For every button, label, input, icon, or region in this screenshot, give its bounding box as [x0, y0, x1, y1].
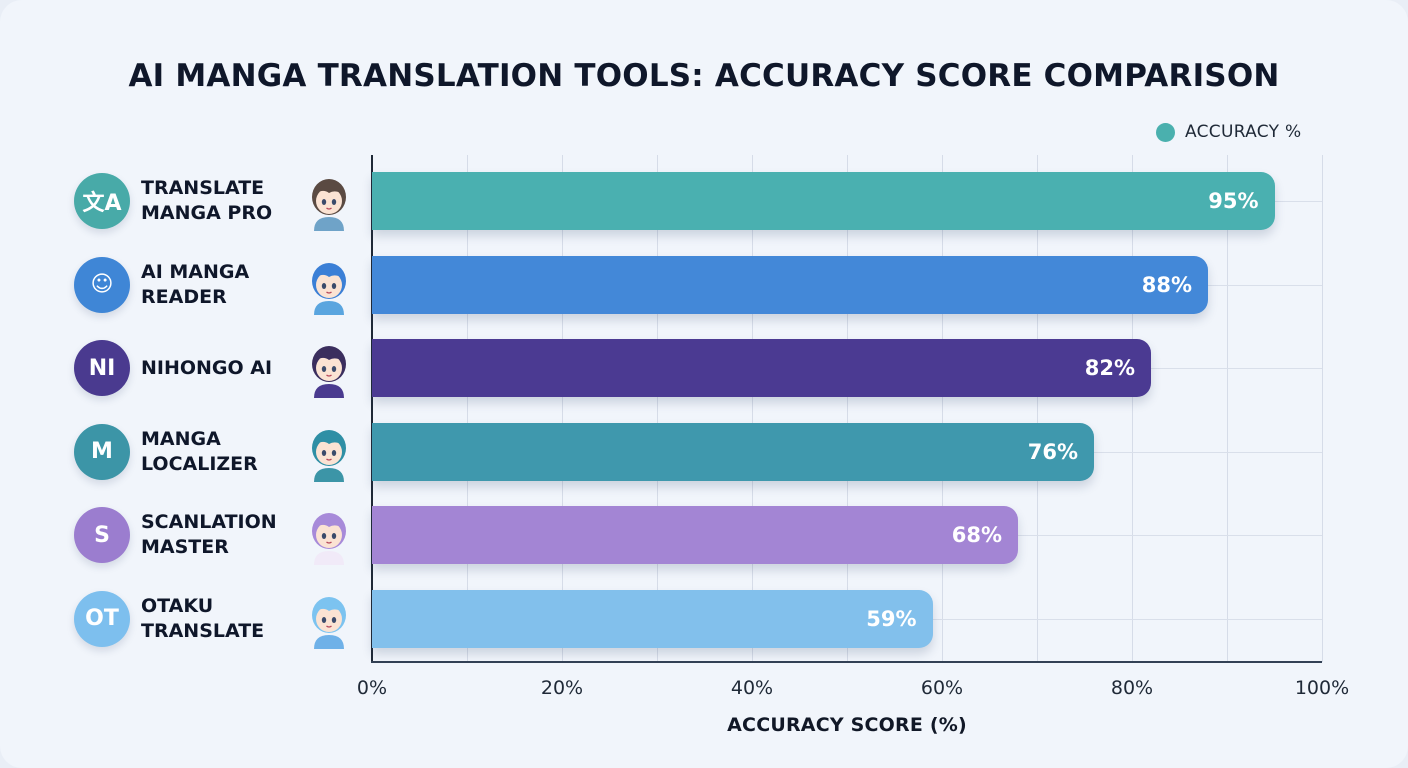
bar-value-label: 76%	[1027, 439, 1078, 464]
logo-text: S	[94, 522, 110, 548]
x-axis-label: ACCURACY SCORE (%)	[727, 714, 967, 736]
vertical-gridline	[942, 155, 943, 662]
ot-monogram-icon: OT	[74, 590, 130, 647]
category-label: OT OTAKU TRANSLATE	[74, 589, 301, 649]
bar-value-label: 95%	[1208, 189, 1259, 213]
logo-text: OT	[85, 606, 119, 631]
tool-name: NIHONGO AI	[141, 356, 273, 379]
x-tick-label: 60%	[920, 677, 964, 699]
bar[interactable]: 76%	[372, 422, 1094, 481]
x-tick-label: 80%	[1110, 677, 1154, 699]
legend: ACCURACY %	[1156, 122, 1301, 142]
bar-value-label: 82%	[1084, 356, 1135, 380]
bar-value-label: 68%	[951, 523, 1002, 547]
bar[interactable]: 59%	[372, 589, 933, 648]
x-tick-label: 20%	[540, 677, 584, 699]
chat-bubble-icon: ☺	[74, 256, 130, 313]
category-label: S SCANLATION MASTER	[74, 505, 301, 565]
vertical-gridline	[467, 155, 468, 662]
vertical-gridline	[847, 155, 848, 662]
legend-label: ACCURACY %	[1185, 122, 1302, 142]
tool-name: TRANSLATE MANGA PRO	[141, 177, 273, 224]
category-label: 文A TRANSLATE MANGA PRO	[74, 171, 301, 231]
vertical-gridline	[1227, 155, 1228, 662]
x-tick-label: 100%	[1294, 677, 1350, 699]
category-label: M MANGA LOCALIZER	[74, 422, 301, 482]
vertical-gridline	[1132, 155, 1133, 662]
bar[interactable]: 88%	[372, 255, 1208, 314]
x-axis-line	[371, 661, 1322, 663]
purple-hair-girl-avatar	[302, 505, 356, 565]
y-axis-line	[371, 155, 373, 662]
m-monogram-icon: M	[74, 423, 130, 480]
logo-text: NI	[88, 355, 116, 381]
boy-waving-avatar	[302, 171, 356, 231]
bar[interactable]: 82%	[372, 339, 1151, 397]
kimono-girl-avatar	[302, 338, 356, 398]
tool-name: SCANLATION MASTER	[141, 511, 277, 558]
x-tick-label: 40%	[730, 677, 774, 699]
category-label: ☺ AI MANGA READER	[74, 255, 301, 315]
vertical-gridline	[657, 155, 658, 662]
bar[interactable]: 95%	[372, 172, 1275, 230]
logo-text: 文A	[82, 191, 122, 216]
s-monogram-icon: S	[74, 507, 130, 563]
logo-text: M	[91, 439, 113, 464]
category-label: NI NIHONGO AI	[74, 338, 301, 398]
plot-area: 95% 88% 82% 76% 68% 59%	[371, 155, 1323, 663]
vertical-gridline	[562, 155, 563, 662]
vertical-gridline	[752, 155, 753, 662]
logo-text: ☺	[90, 272, 114, 297]
vertical-gridline	[1037, 155, 1038, 662]
ni-monogram-icon: NI	[74, 340, 130, 396]
translate-icon: 文A	[74, 173, 130, 229]
vertical-gridline	[1322, 155, 1323, 662]
legend-swatch	[1156, 122, 1175, 142]
girl-reading-avatar	[302, 255, 356, 315]
teal-hair-boy-avatar	[302, 422, 356, 482]
light-blue-hair-boy-avatar	[302, 589, 356, 649]
chart-title: AI MANGA TRANSLATION TOOLS: ACCURACY SCO…	[128, 58, 1280, 94]
bar-value-label: 88%	[1141, 272, 1192, 297]
tool-name: AI MANGA READER	[141, 260, 250, 308]
x-tick-label: 0%	[356, 677, 388, 699]
tool-name: MANGA LOCALIZER	[141, 427, 258, 475]
tool-name: OTAKU TRANSLATE	[141, 594, 265, 642]
bar[interactable]: 68%	[372, 506, 1018, 564]
bar-value-label: 59%	[866, 606, 917, 631]
